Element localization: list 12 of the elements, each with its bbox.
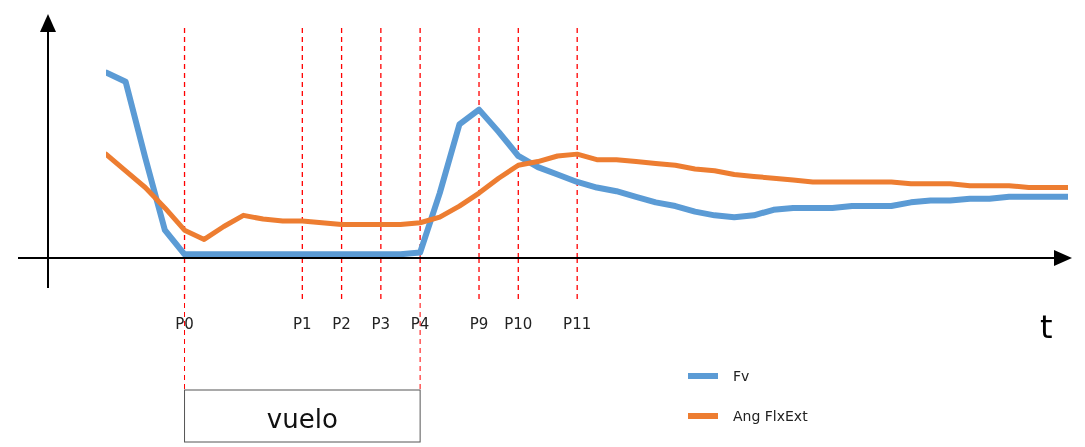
text: vuelo bbox=[266, 404, 338, 434]
legend-label: Fv bbox=[733, 368, 750, 384]
legend-label: Ang FlxExt bbox=[733, 408, 809, 424]
x-tick-label: P4 bbox=[410, 314, 430, 333]
x-tick-label: P11 bbox=[563, 314, 592, 333]
x-tick-label: P1 bbox=[293, 314, 312, 333]
x-tick-label: P10 bbox=[504, 314, 533, 333]
x-axis-title: t bbox=[1040, 308, 1053, 346]
x-tick-label: P9 bbox=[469, 314, 489, 333]
x-tick-label: P3 bbox=[371, 314, 391, 333]
x-tick-label: P2 bbox=[332, 314, 351, 333]
x-tick-label: P0 bbox=[175, 314, 194, 333]
